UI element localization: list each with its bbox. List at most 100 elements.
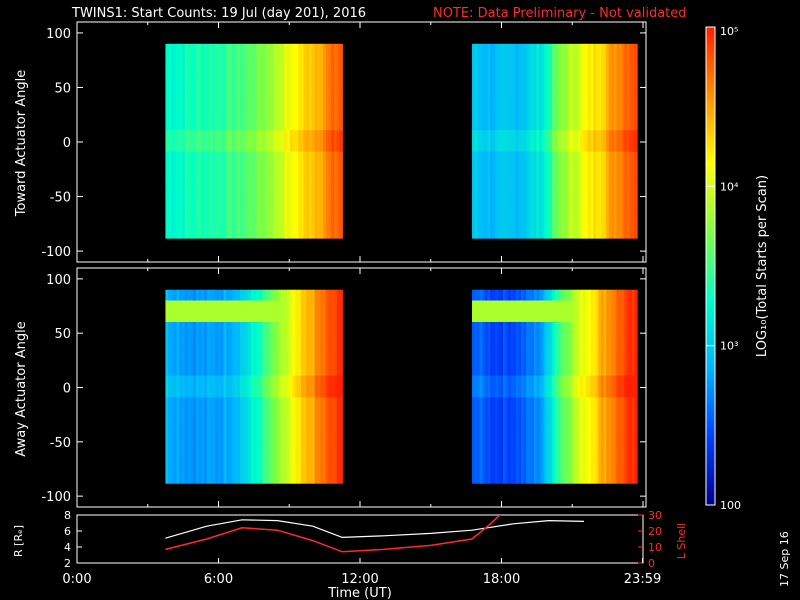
toward-heatmap-cell	[585, 151, 589, 164]
away-heatmap-cell	[546, 450, 550, 463]
toward-heatmap-cell	[582, 140, 587, 153]
away-heatmap-cell	[204, 418, 208, 430]
away-heatmap-cell	[533, 397, 538, 409]
toward-heatmap-cell	[562, 119, 566, 131]
toward-heatmap-cell	[217, 173, 222, 185]
x-tick-label: 23:59	[624, 572, 661, 587]
toward-heatmap-cell	[487, 227, 491, 239]
toward-heatmap-cell	[611, 205, 615, 218]
toward-heatmap-cell	[590, 194, 594, 207]
toward-heatmap-cell	[513, 184, 517, 196]
away-heatmap-cell	[220, 461, 225, 473]
toward-heatmap-cell	[231, 76, 236, 88]
away-heatmap-cell	[539, 461, 543, 473]
toward-heatmap-cell	[582, 65, 587, 77]
toward-heatmap-cell	[570, 65, 574, 77]
toward-heatmap-cell	[500, 108, 504, 120]
away-heatmap-cell	[201, 461, 205, 473]
away-heatmap-cell	[223, 375, 227, 388]
away-heatmap-cell	[273, 364, 277, 377]
away-heatmap-cell	[567, 461, 571, 473]
away-heatmap-cell	[173, 429, 178, 441]
away-heatmap-cell	[264, 450, 269, 463]
away-heatmap-cell	[311, 418, 316, 430]
toward-heatmap-cell	[176, 227, 180, 239]
away-heatmap-cell	[515, 375, 520, 388]
toward-heatmap-cell	[259, 162, 263, 174]
away-heatmap-cell	[195, 397, 200, 409]
toward-heatmap-cell	[231, 140, 236, 153]
toward-heatmap-cell	[600, 76, 605, 88]
away-heatmap-cell	[320, 332, 324, 345]
away-heatmap-cell	[585, 440, 589, 452]
toward-heatmap-cell	[209, 130, 214, 142]
away-heatmap-cell	[217, 386, 222, 398]
toward-heatmap-cell	[273, 227, 277, 239]
away-heatmap-cell	[298, 450, 302, 463]
away-heatmap-cell	[259, 429, 263, 441]
toward-heatmap-cell	[564, 227, 569, 239]
toward-heatmap-cell	[482, 205, 486, 218]
toward-heatmap-cell	[541, 65, 545, 77]
away-heatmap-cell	[600, 321, 605, 334]
toward-heatmap-cell	[270, 173, 274, 185]
toward-heatmap-cell	[253, 86, 258, 99]
toward-heatmap-cell	[482, 184, 486, 196]
toward-heatmap-cell	[629, 194, 633, 207]
toward-heatmap-cell	[559, 151, 563, 164]
toward-heatmap-cell	[572, 227, 576, 239]
away-heatmap-cell	[541, 397, 545, 409]
toward-heatmap-cell	[515, 205, 520, 218]
toward-heatmap-cell	[198, 43, 202, 56]
toward-heatmap-cell	[521, 119, 525, 131]
away-heatmap-cell	[245, 375, 249, 388]
away-heatmap-cell	[264, 472, 269, 484]
away-heatmap-cell	[231, 375, 236, 388]
toward-heatmap-cell	[217, 108, 222, 120]
toward-heatmap-cell	[539, 173, 543, 185]
toward-heatmap-cell	[284, 43, 288, 56]
away-heatmap-cell	[170, 450, 175, 463]
away-heatmap-cell	[270, 354, 274, 366]
toward-heatmap-cell	[582, 130, 587, 142]
toward-heatmap-cell	[598, 216, 602, 228]
toward-heatmap-cell	[541, 216, 545, 228]
away-heatmap-cell	[521, 386, 525, 398]
toward-heatmap-cell	[289, 216, 294, 228]
away-heatmap-cell	[314, 343, 319, 355]
toward-heatmap-cell	[611, 76, 615, 88]
toward-heatmap-cell	[317, 97, 321, 110]
toward-heatmap-cell	[510, 86, 514, 99]
toward-heatmap-cell	[234, 97, 238, 110]
away-heatmap-cell	[518, 397, 522, 409]
toward-heatmap-cell	[237, 151, 241, 164]
toward-heatmap-cell	[234, 173, 238, 185]
away-heatmap-cell	[575, 418, 579, 430]
away-heatmap-cell	[193, 343, 197, 355]
away-heatmap-cell	[479, 364, 483, 377]
away-heatmap-cell	[237, 311, 241, 323]
away-heatmap-cell	[289, 397, 294, 409]
toward-heatmap-cell	[215, 108, 219, 120]
away-heatmap-cell	[495, 343, 499, 355]
away-heatmap-cell	[253, 440, 258, 452]
toward-heatmap-cell	[634, 119, 638, 131]
away-heatmap-cell	[487, 472, 491, 484]
toward-heatmap-cell	[217, 130, 222, 142]
away-heatmap-cell	[590, 300, 594, 312]
toward-heatmap-cell	[248, 184, 252, 196]
away-heatmap-cell	[629, 429, 633, 441]
away-heatmap-cell	[245, 450, 249, 463]
away-heatmap-cell	[559, 375, 563, 388]
away-heatmap-cell	[619, 311, 623, 323]
toward-heatmap-cell	[533, 86, 538, 99]
away-heatmap-cell	[531, 311, 535, 323]
away-heatmap-cell	[223, 321, 227, 334]
toward-heatmap-cell	[311, 140, 316, 153]
toward-heatmap-cell	[237, 76, 241, 88]
away-heatmap-cell	[292, 472, 296, 484]
away-heatmap-cell	[170, 429, 175, 441]
away-heatmap-cell	[585, 343, 589, 355]
toward-heatmap-cell	[477, 173, 481, 185]
toward-heatmap-cell	[626, 108, 630, 120]
